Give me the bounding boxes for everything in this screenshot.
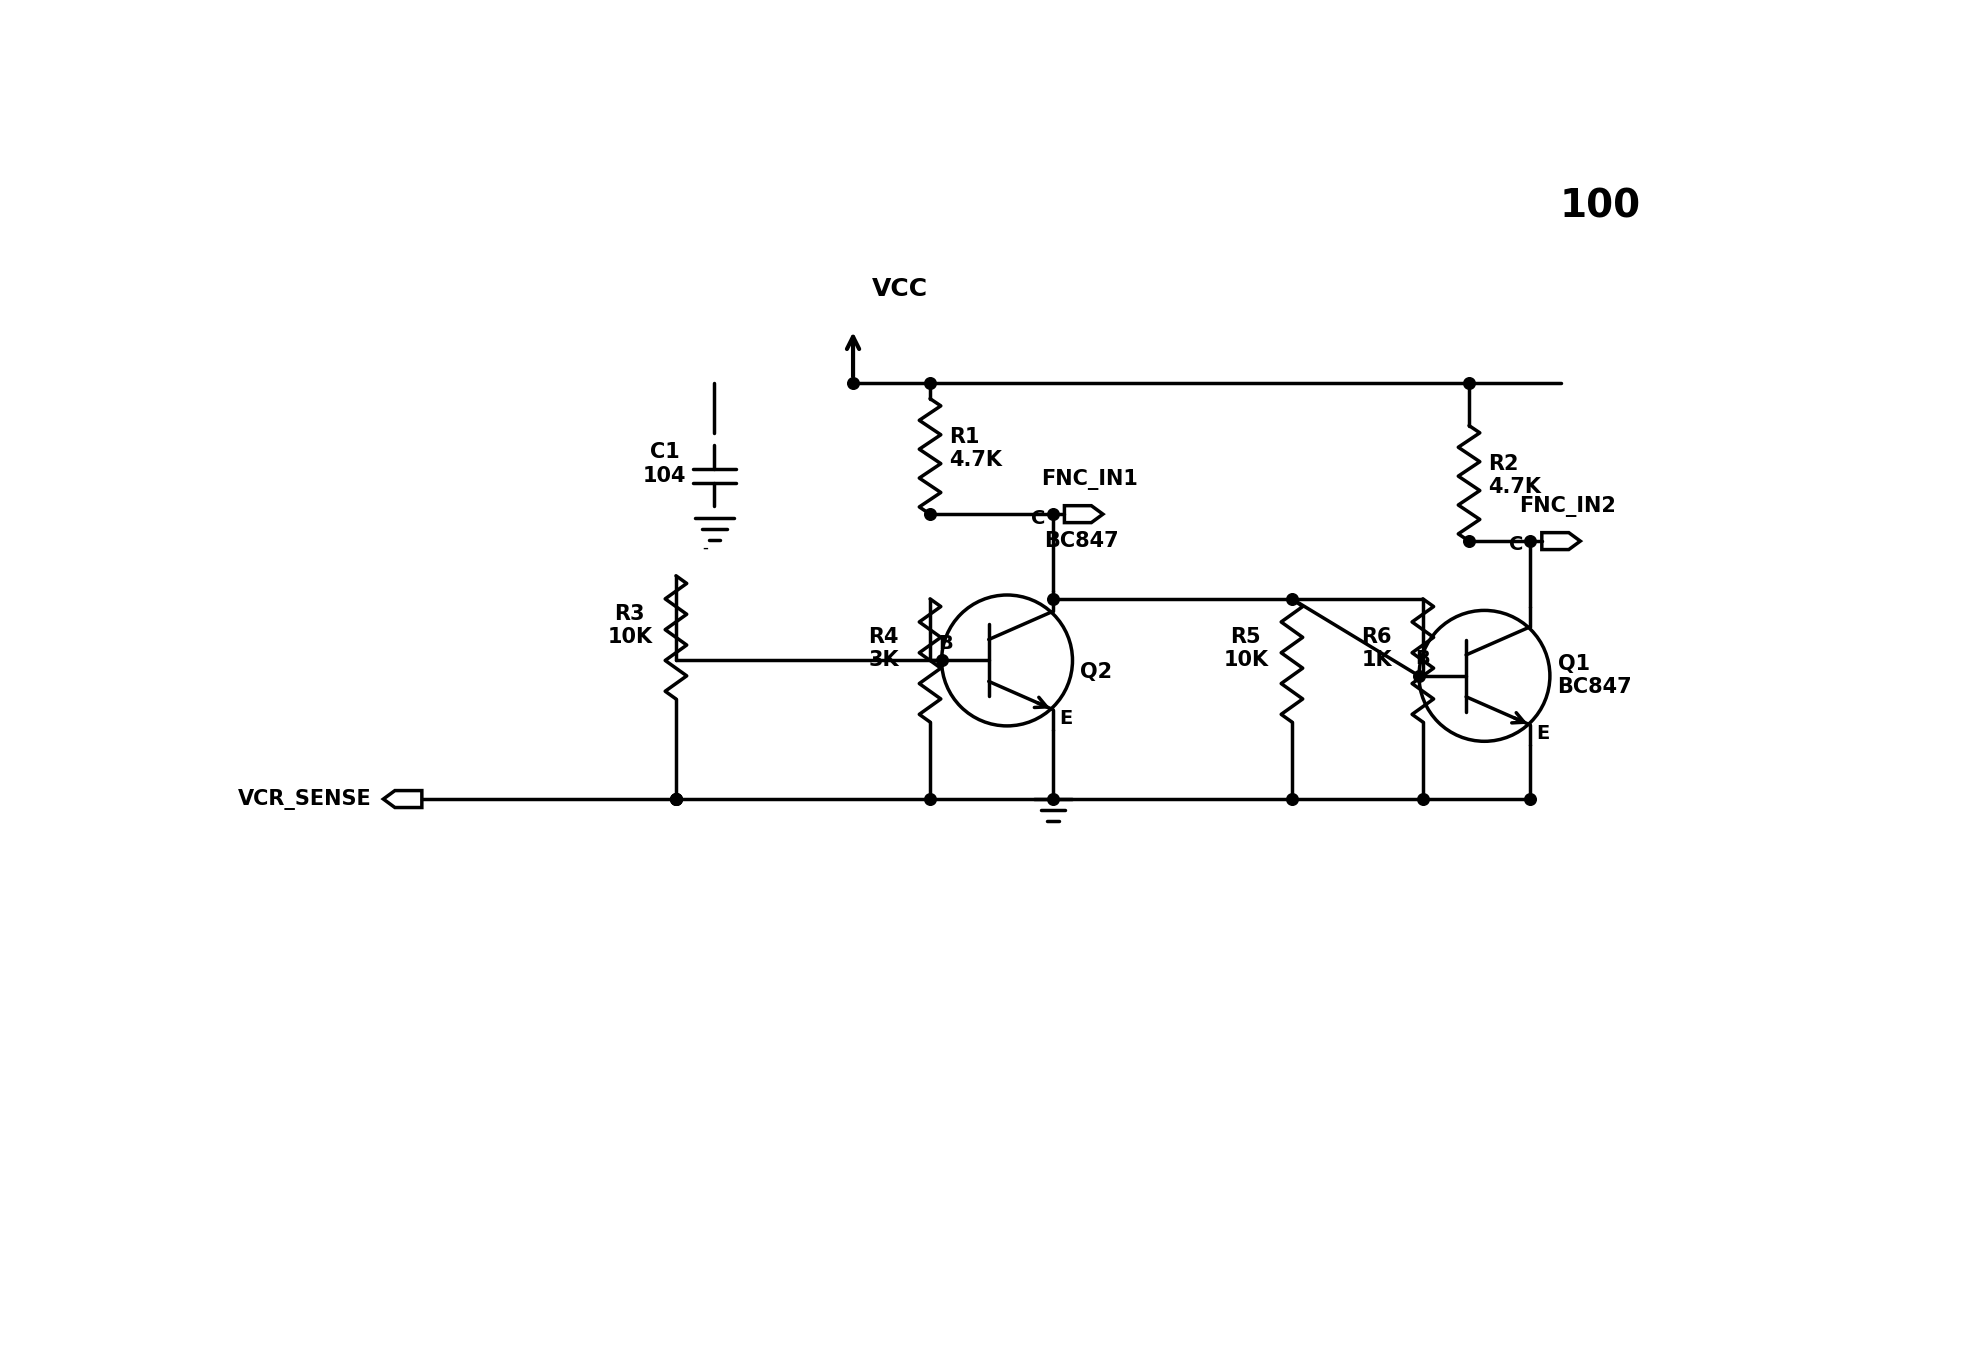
Text: R4
3K: R4 3K (869, 628, 899, 670)
Point (659, 788, 691, 809)
Text: E: E (1536, 723, 1550, 743)
Point (659, 788, 691, 809)
Text: C: C (1509, 535, 1523, 554)
Text: R2
4.7K: R2 4.7K (1489, 455, 1540, 497)
Text: R3
10K: R3 10K (608, 605, 651, 647)
Text: C1
104: C1 104 (644, 442, 687, 486)
Point (1275, 788, 1307, 809)
Point (1408, 788, 1439, 809)
Text: BC847: BC847 (1043, 531, 1119, 551)
Text: VCC: VCC (873, 277, 929, 302)
Text: -: - (703, 538, 709, 557)
Text: FNC_IN1: FNC_IN1 (1041, 470, 1138, 490)
Point (659, 788, 691, 809)
Text: VCR_SENSE: VCR_SENSE (238, 789, 372, 809)
Point (1038, 588, 1069, 610)
Text: R5
10K: R5 10K (1224, 628, 1269, 670)
Point (1038, 504, 1069, 526)
Point (1453, 373, 1485, 394)
Point (1404, 665, 1436, 687)
Point (1038, 788, 1069, 809)
Text: Q2: Q2 (1081, 662, 1113, 682)
Point (927, 650, 958, 672)
Text: R1
4.7K: R1 4.7K (948, 427, 1002, 471)
Text: E: E (1059, 708, 1073, 728)
Text: Q1
BC847: Q1 BC847 (1558, 654, 1632, 698)
Point (1515, 788, 1546, 809)
Point (915, 373, 946, 394)
Text: R6
1K: R6 1K (1362, 628, 1392, 670)
Point (1275, 588, 1307, 610)
Point (915, 788, 946, 809)
Point (915, 504, 946, 526)
Point (1515, 530, 1546, 551)
Point (838, 373, 869, 394)
Text: B: B (939, 633, 952, 652)
Text: C: C (1032, 509, 1045, 527)
Text: FNC_IN2: FNC_IN2 (1519, 495, 1616, 517)
Text: 100: 100 (1560, 187, 1641, 225)
Point (1453, 530, 1485, 551)
Text: B: B (1416, 650, 1430, 669)
